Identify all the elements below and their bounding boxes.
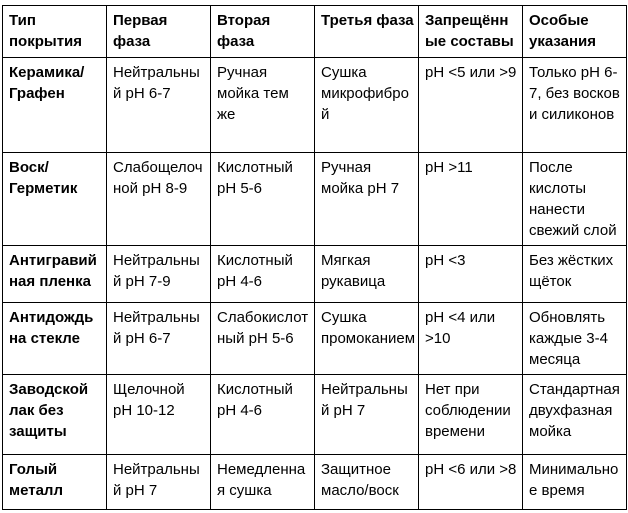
table-cell: Мягкая рукавица bbox=[314, 245, 419, 303]
column-header-coating-type: Тип покрытия bbox=[2, 5, 107, 58]
table-cell: Ручная мойка pH 7 bbox=[314, 152, 419, 246]
column-header-phase-3: Третья фаза bbox=[314, 5, 419, 58]
table-cell: Кислотный pH 5-6 bbox=[210, 152, 315, 246]
header-row: Тип покрытия Первая фаза Вторая фаза Тре… bbox=[2, 5, 627, 58]
column-header-forbidden-compounds: Запрещённые составы bbox=[418, 5, 523, 58]
table-row-ppf-film: Антигравийная пленка Нейтральный pH 7-9 … bbox=[2, 245, 627, 303]
table-cell: Обновлять каждые 3-4 месяца bbox=[522, 302, 627, 375]
row-header: Голый металл bbox=[2, 454, 107, 510]
table-cell: Нейтральный pH 7 bbox=[106, 454, 211, 510]
table-cell: После кислоты нанести свежий слой bbox=[522, 152, 627, 246]
row-header: Керамика/Графен bbox=[2, 57, 107, 153]
row-header: Антигравийная пленка bbox=[2, 245, 107, 303]
table-cell: pH <6 или >8 bbox=[418, 454, 523, 510]
coating-care-table: Тип покрытия Первая фаза Вторая фаза Тре… bbox=[2, 5, 627, 510]
table-cell: Слабощелочной pH 8-9 bbox=[106, 152, 211, 246]
table-cell: pH <4 или >10 bbox=[418, 302, 523, 375]
table-cell: Нейтральный pH 6-7 bbox=[106, 302, 211, 375]
table-row-factory-clearcoat: Заводской лак без защиты Щелочной pH 10-… bbox=[2, 374, 627, 455]
column-header-phase-1: Первая фаза bbox=[106, 5, 211, 58]
table-cell: Кислотный pH 4-6 bbox=[210, 245, 315, 303]
table-cell: Немедленная сушка bbox=[210, 454, 315, 510]
table-cell: pH <5 или >9 bbox=[418, 57, 523, 153]
table-cell: pH >11 bbox=[418, 152, 523, 246]
table-cell: Без жёстких щёток bbox=[522, 245, 627, 303]
table-row-anti-rain-glass: Антидождь на стекле Нейтральный pH 6-7 С… bbox=[2, 302, 627, 375]
row-header: Заводской лак без защиты bbox=[2, 374, 107, 455]
table-cell: Только pH 6-7, без восков и силиконов bbox=[522, 57, 627, 153]
table-cell: Сушка микрофиброй bbox=[314, 57, 419, 153]
table-cell: Нет при соблюдении времени bbox=[418, 374, 523, 455]
table-cell: Сушка промоканием bbox=[314, 302, 419, 375]
table-cell: Нейтральный pH 7 bbox=[314, 374, 419, 455]
table-row-bare-metal: Голый металл Нейтральный pH 7 Немедленна… bbox=[2, 454, 627, 510]
table-cell: Ручная мойка тем же bbox=[210, 57, 315, 153]
table-cell: Защитное масло/воск bbox=[314, 454, 419, 510]
table-cell: Нейтральный pH 6-7 bbox=[106, 57, 211, 153]
row-header: Воск/Герметик bbox=[2, 152, 107, 246]
table-cell: pH <3 bbox=[418, 245, 523, 303]
table-cell: Кислотный pH 4-6 bbox=[210, 374, 315, 455]
table-cell: Минимальное время bbox=[522, 454, 627, 510]
table-cell: Нейтральный pH 7-9 bbox=[106, 245, 211, 303]
table-row-wax-sealant: Воск/Герметик Слабощелочной pH 8-9 Кисло… bbox=[2, 152, 627, 246]
table-cell: Слабокислотный pH 5-6 bbox=[210, 302, 315, 375]
column-header-special-notes: Особые указания bbox=[522, 5, 627, 58]
table-cell: Щелочной pH 10-12 bbox=[106, 374, 211, 455]
row-header: Антидождь на стекле bbox=[2, 302, 107, 375]
table-row-ceramic-graphene: Керамика/Графен Нейтральный pH 6-7 Ручна… bbox=[2, 57, 627, 153]
column-header-phase-2: Вторая фаза bbox=[210, 5, 315, 58]
table-cell: Стандартная двухфазная мойка bbox=[522, 374, 627, 455]
